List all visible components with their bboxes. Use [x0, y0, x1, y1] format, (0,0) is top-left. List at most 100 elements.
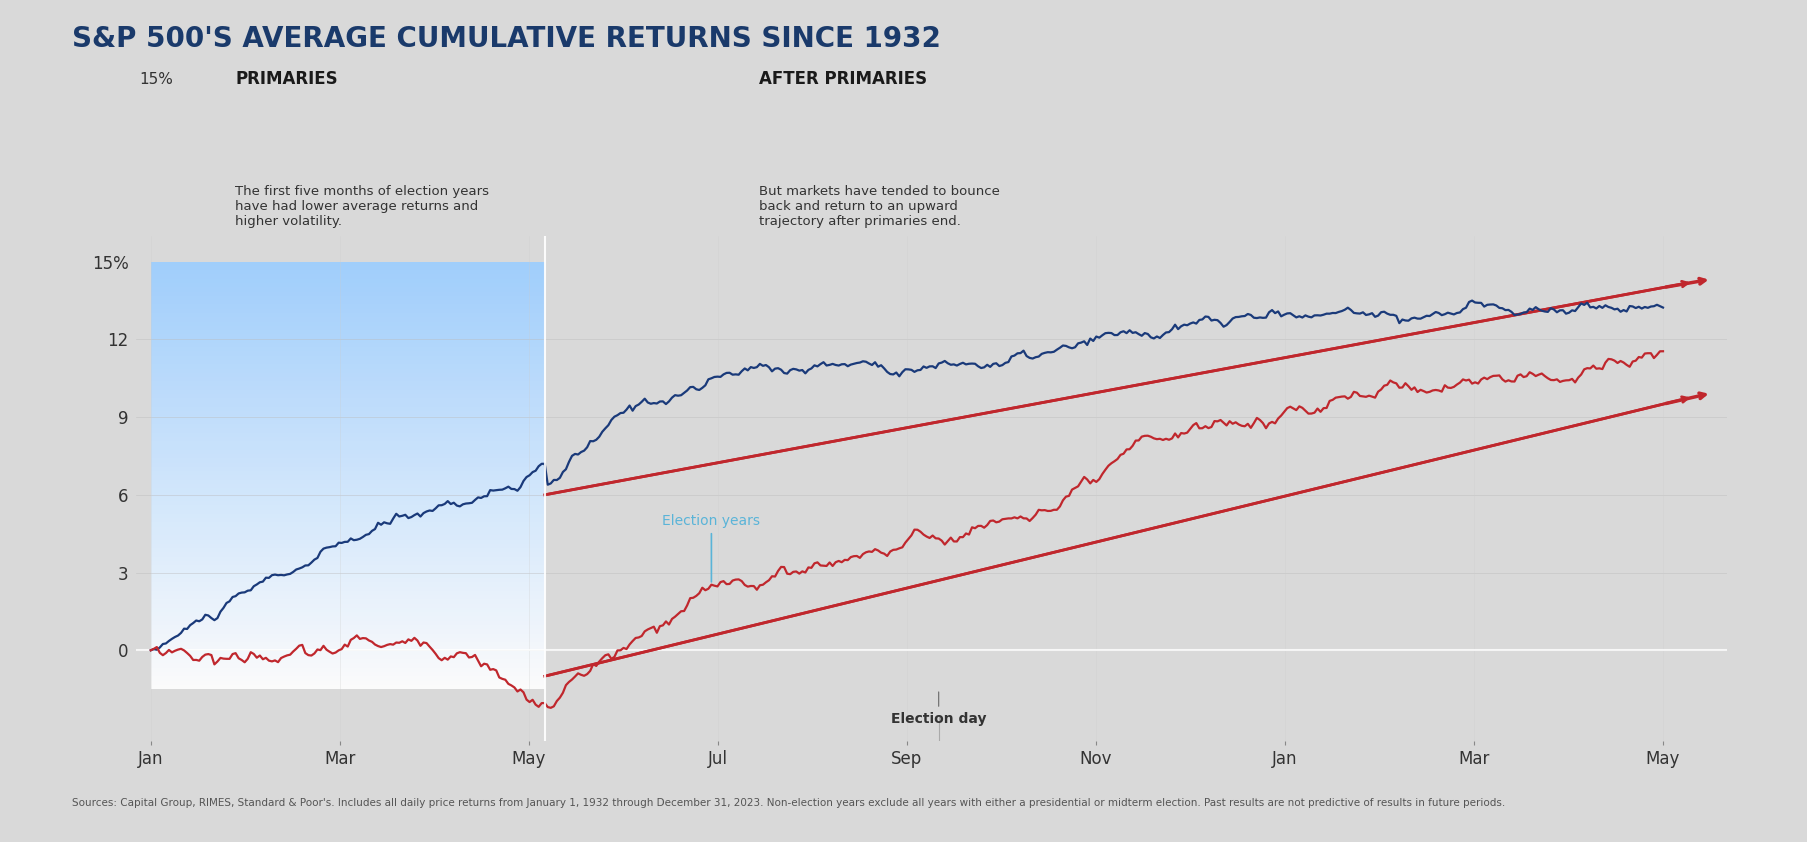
Bar: [150, 394, 544, 398]
Bar: [150, 663, 544, 668]
Bar: [150, 330, 544, 334]
Bar: [150, 647, 544, 651]
Bar: [150, 437, 544, 441]
Bar: [150, 462, 544, 466]
Bar: [150, 552, 544, 557]
Bar: [150, 608, 544, 612]
Bar: [150, 518, 544, 522]
Text: Sources: Capital Group, RIMES, Standard & Poor's. Includes all daily price retur: Sources: Capital Group, RIMES, Standard …: [72, 798, 1505, 808]
Bar: [150, 685, 544, 689]
Text: Election day: Election day: [891, 692, 987, 726]
Text: PRIMARIES: PRIMARIES: [235, 70, 338, 88]
Bar: [150, 638, 544, 642]
Bar: [150, 527, 544, 531]
Bar: [150, 360, 544, 365]
Bar: [150, 505, 544, 509]
Bar: [150, 548, 544, 552]
Bar: [150, 612, 544, 616]
Bar: [150, 386, 544, 390]
Bar: [150, 488, 544, 493]
Bar: [150, 347, 544, 351]
Bar: [150, 509, 544, 514]
Bar: [150, 262, 544, 266]
Bar: [150, 266, 544, 270]
Bar: [150, 672, 544, 676]
Bar: [150, 587, 544, 591]
Bar: [150, 561, 544, 565]
Bar: [150, 441, 544, 445]
Bar: [150, 659, 544, 663]
Bar: [150, 338, 544, 343]
Bar: [150, 540, 544, 544]
Bar: [150, 411, 544, 416]
Bar: [150, 390, 544, 394]
Text: The first five months of election years
have had lower average returns and
highe: The first five months of election years …: [235, 185, 488, 228]
Bar: [150, 287, 544, 291]
Bar: [150, 557, 544, 561]
Bar: [150, 373, 544, 377]
Bar: [150, 300, 544, 305]
Text: 15%: 15%: [139, 72, 173, 88]
Bar: [150, 642, 544, 647]
Text: But markets have tended to bounce
back and return to an upward
trajectory after : But markets have tended to bounce back a…: [759, 185, 999, 228]
Bar: [150, 583, 544, 587]
Bar: [150, 522, 544, 527]
Bar: [150, 536, 544, 540]
Bar: [150, 544, 544, 548]
Bar: [150, 398, 544, 402]
Bar: [150, 402, 544, 407]
Bar: [150, 497, 544, 501]
Bar: [150, 454, 544, 458]
Bar: [150, 377, 544, 381]
Bar: [150, 381, 544, 386]
Bar: [150, 565, 544, 569]
Bar: [150, 655, 544, 659]
Bar: [150, 317, 544, 322]
Bar: [150, 621, 544, 625]
Bar: [150, 334, 544, 338]
Bar: [150, 625, 544, 629]
Bar: [150, 466, 544, 472]
Bar: [150, 291, 544, 296]
Bar: [150, 458, 544, 462]
Bar: [150, 326, 544, 330]
Bar: [150, 668, 544, 672]
Bar: [150, 365, 544, 369]
Bar: [150, 343, 544, 347]
Bar: [150, 351, 544, 355]
Bar: [150, 480, 544, 484]
Bar: [150, 279, 544, 283]
Bar: [150, 429, 544, 433]
Bar: [150, 433, 544, 437]
Bar: [150, 676, 544, 680]
Bar: [150, 476, 544, 480]
Bar: [150, 680, 544, 685]
Text: Election years: Election years: [661, 514, 761, 582]
Bar: [150, 484, 544, 488]
Bar: [150, 633, 544, 638]
Bar: [150, 501, 544, 505]
Bar: [150, 616, 544, 621]
Bar: [150, 450, 544, 454]
Bar: [150, 514, 544, 518]
Bar: [150, 322, 544, 326]
Bar: [150, 283, 544, 287]
Bar: [150, 595, 544, 600]
Bar: [150, 573, 544, 578]
Bar: [150, 407, 544, 411]
Bar: [150, 591, 544, 595]
Bar: [150, 531, 544, 536]
Bar: [150, 604, 544, 608]
Bar: [150, 270, 544, 274]
Bar: [150, 493, 544, 497]
Bar: [150, 274, 544, 279]
Bar: [150, 420, 544, 424]
Bar: [150, 355, 544, 360]
Bar: [150, 629, 544, 633]
Bar: [150, 313, 544, 317]
Bar: [150, 369, 544, 373]
Bar: [150, 569, 544, 573]
Text: AFTER PRIMARIES: AFTER PRIMARIES: [759, 70, 927, 88]
Bar: [150, 600, 544, 604]
Bar: [150, 416, 544, 420]
